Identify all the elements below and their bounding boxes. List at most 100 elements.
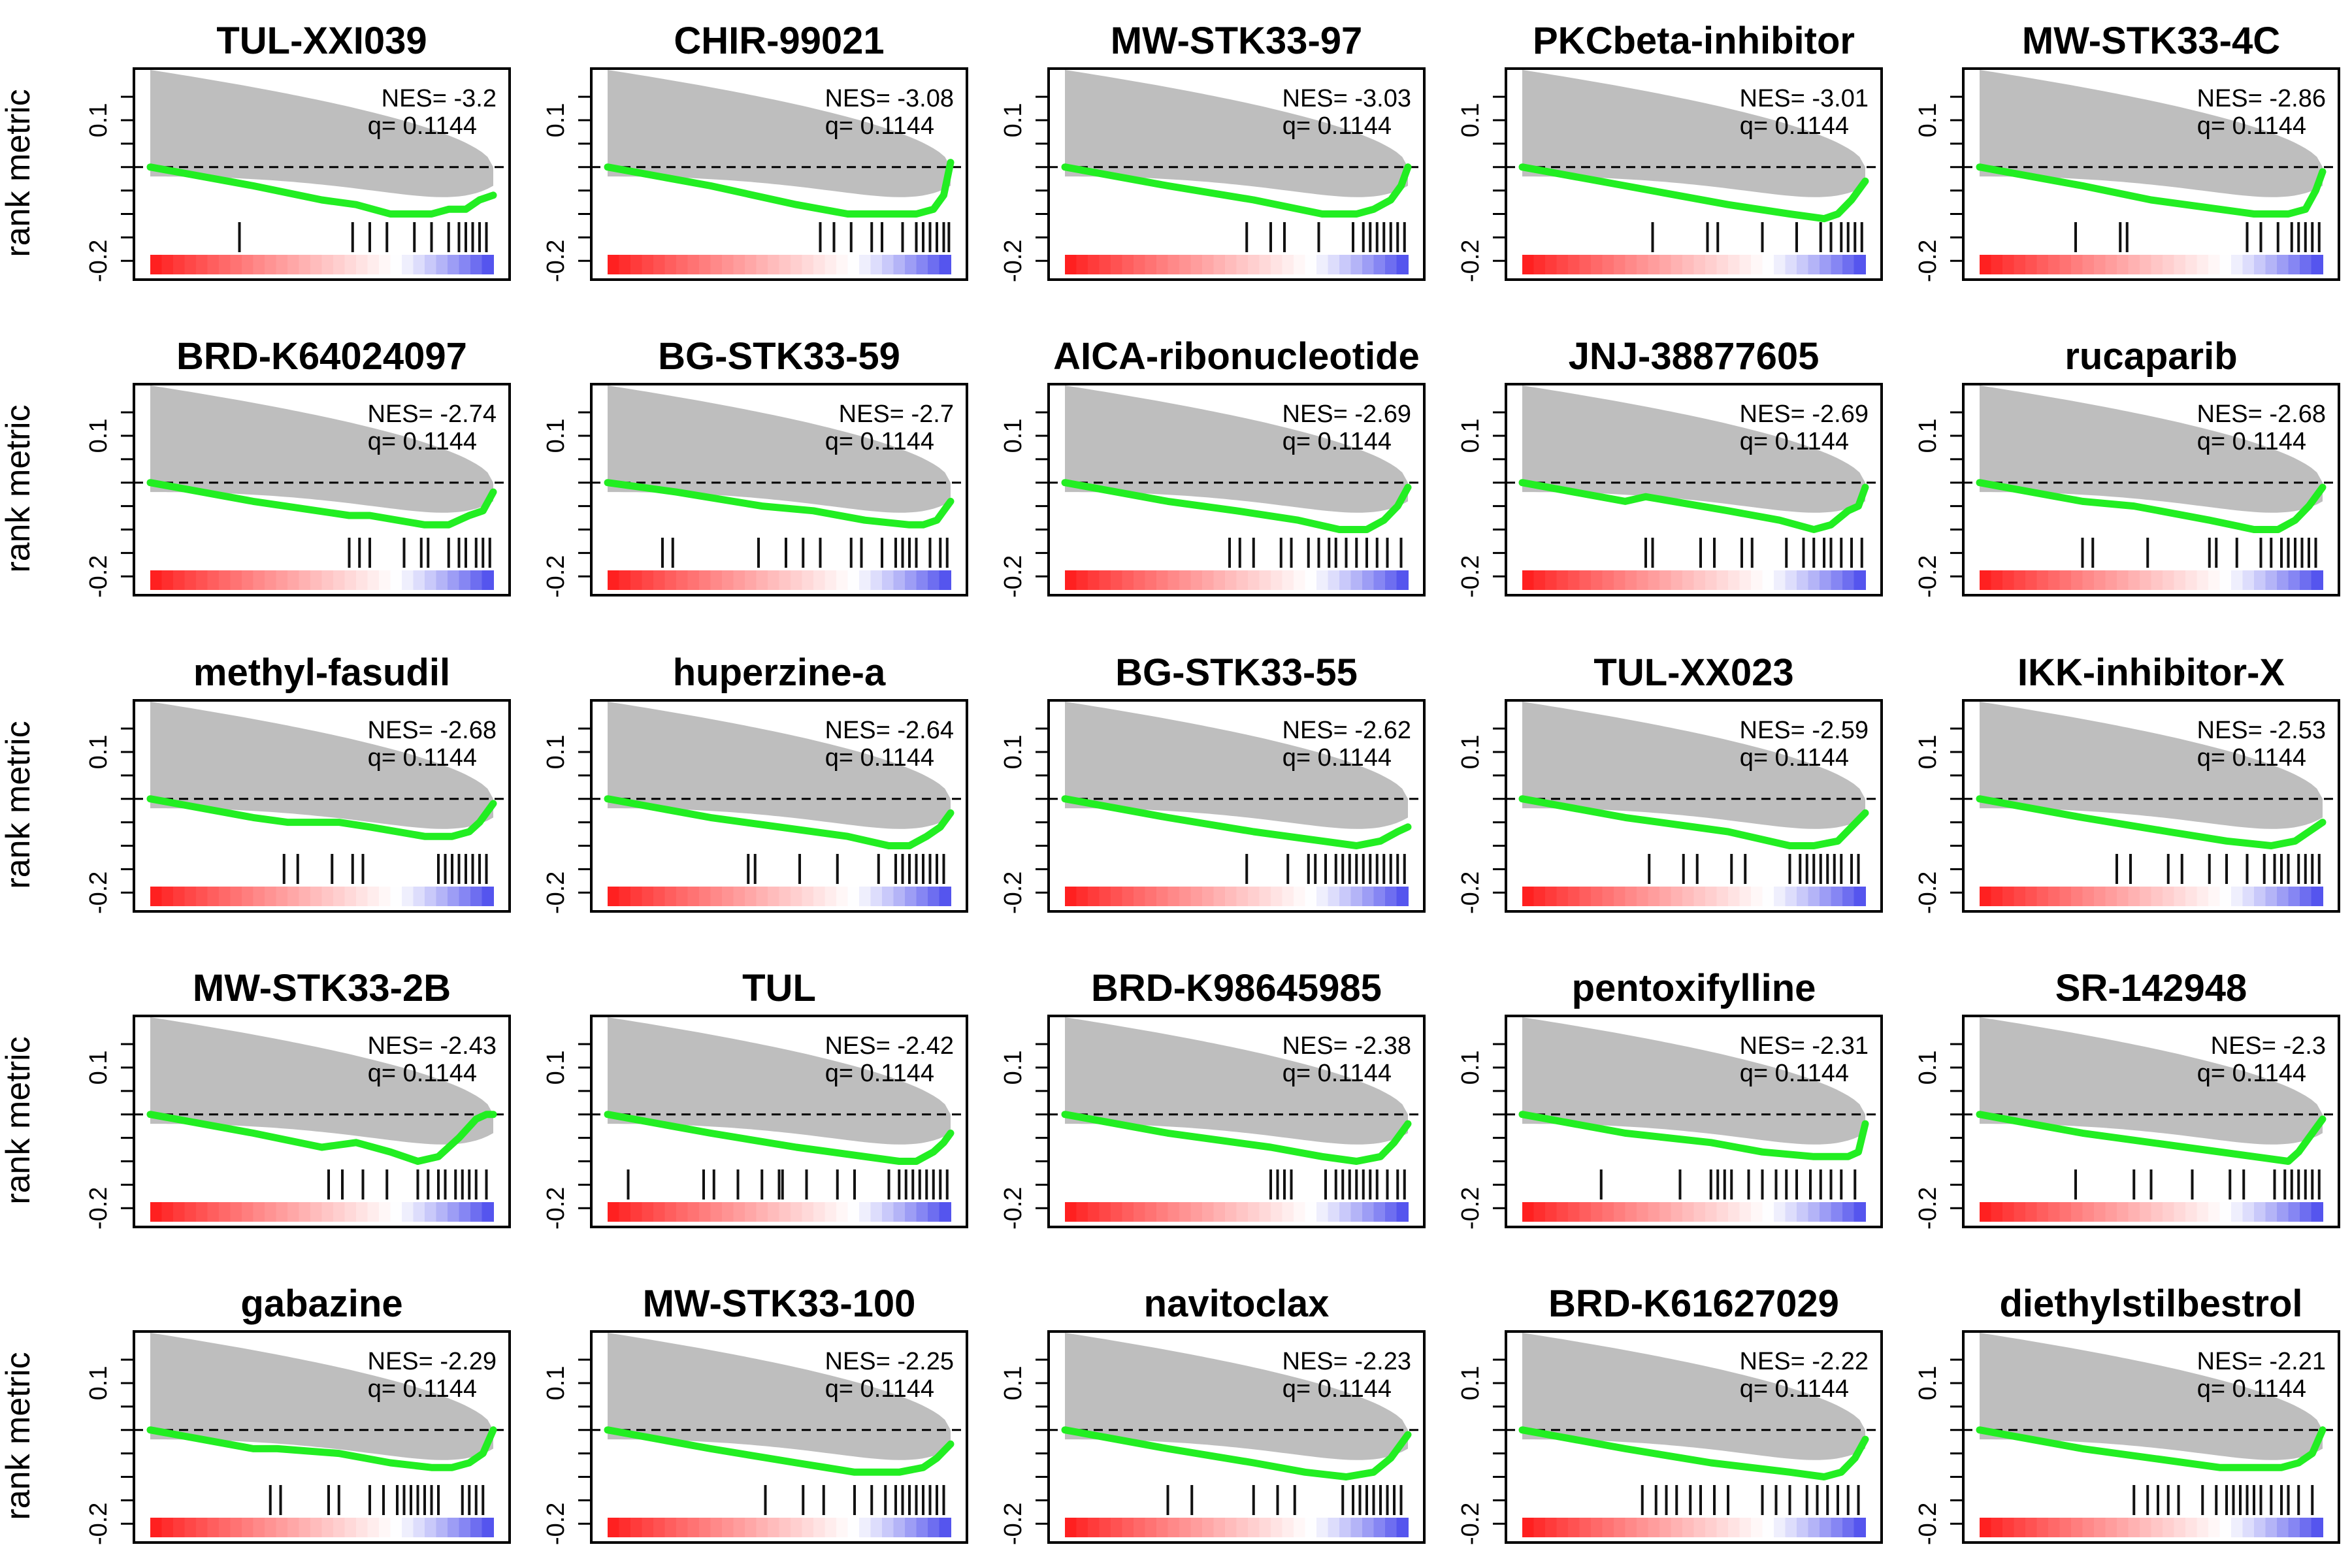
rank-bar-segment xyxy=(1739,570,1752,590)
rank-bar-segment xyxy=(1145,1202,1157,1222)
rank-bar-segment xyxy=(2174,1202,2186,1222)
rank-bar-segment xyxy=(436,570,448,590)
rank-bar-segment xyxy=(1820,570,1832,590)
rank-bar-segment xyxy=(2128,570,2140,590)
rank-bar-segment xyxy=(916,1202,928,1222)
rank-bar-segment xyxy=(482,1518,494,1537)
rank-bar-segment xyxy=(2151,255,2163,274)
panel-7: 0.1 -0.2 BG-STK33-59 NES= -2.7q= 0.1144 xyxy=(542,335,968,598)
q-label: q= 0.1144 xyxy=(1740,1060,1849,1087)
panel-title: TUL-XXI039 xyxy=(216,20,427,62)
rank-bar-segment xyxy=(1728,887,1740,906)
y-axis-label: rank metric xyxy=(0,404,37,572)
rank-bar-segment xyxy=(2128,255,2140,274)
rank-bar-segment xyxy=(1099,887,1111,906)
q-label: q= 0.1144 xyxy=(1282,744,1392,772)
rank-bar-segment xyxy=(1705,1202,1718,1222)
rank-bar-segment xyxy=(2117,887,2129,906)
rank-bar-segment xyxy=(768,1518,780,1537)
rank-bar-segment xyxy=(1716,887,1729,906)
y-tick-label: -0.2 xyxy=(85,1503,112,1545)
rank-bar-segment xyxy=(1259,570,1271,590)
rank-bar-segment xyxy=(2002,255,2015,274)
rank-bar-segment xyxy=(1396,887,1409,906)
rank-bar-segment xyxy=(2219,1518,2232,1537)
panel-title: MW-STK33-4C xyxy=(2022,20,2280,62)
null-distribution-band xyxy=(1980,1333,2323,1460)
rank-bar-segment xyxy=(1099,255,1111,274)
rank-bar-segment xyxy=(2277,887,2289,906)
rank-bar-segment xyxy=(1751,570,1763,590)
rank-bar-segment xyxy=(664,1518,677,1537)
rank-bar-segment xyxy=(1785,1518,1797,1537)
rank-bar-segment xyxy=(710,570,723,590)
rank-bar-segment xyxy=(1591,887,1603,906)
panel-title: BRD-K64024097 xyxy=(176,335,467,378)
rank-bar-segment xyxy=(1751,255,1763,274)
rank-bar-segment xyxy=(1774,255,1786,274)
q-label: q= 0.1144 xyxy=(1740,744,1849,772)
nes-label: NES= -3.08 xyxy=(825,85,955,112)
nes-label: NES= -2.31 xyxy=(1740,1032,1869,1060)
rank-bar-segment xyxy=(2185,255,2198,274)
panel-frame xyxy=(590,383,968,596)
nes-label: NES= -2.7 xyxy=(839,400,954,428)
rank-bar-segment xyxy=(184,570,197,590)
rank-bar-segment xyxy=(321,570,334,590)
rank-bar-segment xyxy=(2311,1202,2323,1222)
nes-label: NES= -2.68 xyxy=(2197,400,2327,428)
q-label: q= 0.1144 xyxy=(368,112,477,140)
rank-bar-segment xyxy=(436,255,448,274)
rank-bar-segment xyxy=(367,570,380,590)
rank-bar-segment xyxy=(1339,1202,1352,1222)
null-distribution-band xyxy=(608,1333,951,1460)
q-label: q= 0.1144 xyxy=(1740,428,1849,455)
rank-bar-segment xyxy=(1236,1202,1249,1222)
rank-bar-segment xyxy=(1134,1202,1146,1222)
enrichment-curve xyxy=(1518,1111,1869,1160)
rank-bar-segment xyxy=(1111,1202,1123,1222)
rank-bar-segment xyxy=(1259,1202,1271,1222)
rank-bar-segment xyxy=(905,1202,917,1222)
rank-bar-segment xyxy=(1533,1202,1546,1222)
rank-bar-segment xyxy=(173,1202,186,1222)
rank-bar-segment xyxy=(1190,1518,1203,1537)
rank-bar-segment xyxy=(905,1518,917,1537)
rank-bar-segment xyxy=(1316,1518,1329,1537)
rank-bar-segment xyxy=(2254,570,2266,590)
rank-bar-segment xyxy=(1111,1518,1123,1537)
rank-bar-segment xyxy=(2219,887,2232,906)
rank-bar-segment xyxy=(630,1518,643,1537)
rank-bar-segment xyxy=(859,570,872,590)
rank-bar-segment xyxy=(265,1518,277,1537)
rank-bar-segment xyxy=(1122,570,1134,590)
rank-bar-segment xyxy=(2185,570,2198,590)
rank-bar-segment xyxy=(2288,887,2300,906)
rank-bar-segment xyxy=(2208,255,2221,274)
rank-bar-segment xyxy=(768,887,780,906)
panel-frame xyxy=(1505,1015,1883,1228)
rank-bar-segment xyxy=(1156,887,1169,906)
rank-bar-segment xyxy=(1659,1202,1672,1222)
rank-bar-segment xyxy=(1591,255,1603,274)
rank-bar-segment xyxy=(1168,1202,1180,1222)
rank-bar-segment xyxy=(1785,255,1797,274)
rank-bar-segment xyxy=(791,1202,803,1222)
rank-bar-segment xyxy=(916,255,928,274)
rank-bar-segment xyxy=(1385,1518,1397,1537)
rank-bar-segment xyxy=(1556,1518,1569,1537)
rank-bar-segment xyxy=(1294,255,1306,274)
rank-bar-segment xyxy=(1373,1518,1386,1537)
rank-bar-segment xyxy=(242,570,254,590)
panel-frame xyxy=(133,67,511,281)
rank-bar-segment xyxy=(813,255,826,274)
rank-bar-segment xyxy=(310,1518,323,1537)
rank-bar-segment xyxy=(1328,1202,1340,1222)
rank-bar-segment xyxy=(1076,255,1088,274)
rank-bar-segment xyxy=(1145,255,1157,274)
rank-bar-segment xyxy=(2311,570,2323,590)
nes-label: NES= -3.03 xyxy=(1282,85,1412,112)
panel-14: 0.1 -0.2 TUL-XX023 NES= -2.59q= 0.1144 xyxy=(1457,651,1883,914)
rank-bar-segment xyxy=(2288,1518,2300,1537)
rank-bar-segment xyxy=(1202,570,1215,590)
